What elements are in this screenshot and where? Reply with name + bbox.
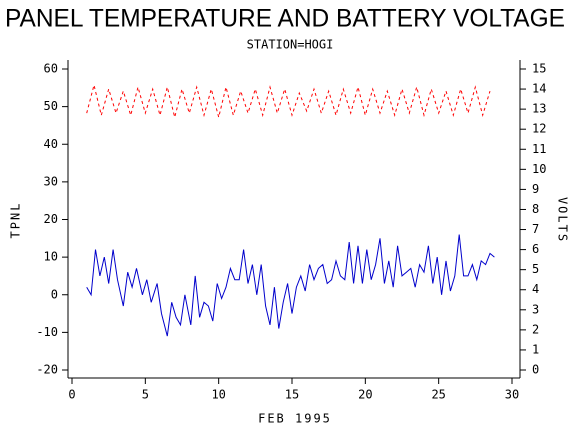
y2-tick-label: 10 [532,162,546,176]
y2-tick-label: 6 [532,242,539,256]
y2-tick-label: 1 [532,342,539,356]
x-tick-label: 15 [285,388,299,402]
x-axis-label: FEB 1995 [258,412,332,426]
y2-tick-label: 13 [532,102,546,116]
y2-tick-label: 5 [532,262,539,276]
x-tick-label: 5 [142,388,149,402]
tpnl-line [86,234,495,337]
y2-tick-label: 2 [532,322,539,336]
y2-tick-label: 14 [532,82,546,96]
y2-tick-label: 3 [532,302,539,316]
chart-subtitle: STATION=HOGI [247,38,334,52]
y2-tick-label: 12 [532,122,546,136]
y-tick-label: 20 [44,212,58,226]
x-tick-label: 30 [505,388,519,402]
y2-tick-label: 4 [532,282,539,296]
y2-tick-label: 9 [532,182,539,196]
y-tick-label: 0 [51,287,58,301]
x-tick-label: 10 [211,388,225,402]
y-tick-label: 50 [44,99,58,113]
volts-line [86,84,491,118]
y2-tick-label: 11 [532,142,546,156]
y2-tick-label: 15 [532,62,546,76]
y-tick-label: 40 [44,137,58,151]
y2-tick-label: 7 [532,222,539,236]
y-tick-label: 60 [44,62,58,76]
y-tick-label: 10 [44,250,58,264]
x-tick-label: 25 [431,388,445,402]
chart-title: PANEL TEMPERATURE AND BATTERY VOLTAGE [5,5,565,33]
y2-tick-label: 8 [532,202,539,216]
y-axis-label: TPNL [9,202,23,239]
x-tick-label: 0 [68,388,75,402]
y2-axis-label: VOLTS [556,197,570,243]
x-tick-label: 20 [358,388,372,402]
y-tick-label: -20 [36,363,58,377]
y-tick-label: -10 [36,325,58,339]
y2-tick-label: 0 [532,363,539,377]
y-tick-label: 30 [44,174,58,188]
